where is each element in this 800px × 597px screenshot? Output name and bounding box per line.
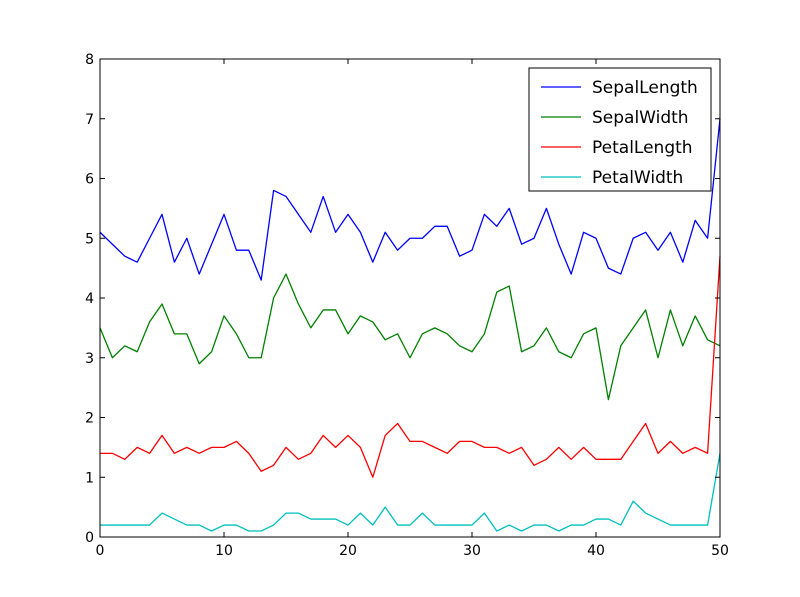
series-line-2 bbox=[100, 256, 721, 478]
y-tick-label: 4 bbox=[85, 291, 94, 307]
plot-lines bbox=[99, 118, 721, 532]
series-line-1 bbox=[99, 273, 721, 401]
y-tick-label: 5 bbox=[85, 231, 94, 247]
legend-box bbox=[528, 67, 712, 192]
x-tick-label: 0 bbox=[96, 543, 105, 559]
legend-label: SepalWidth bbox=[592, 108, 689, 128]
y-tick-label: 3 bbox=[85, 351, 94, 367]
x-tick-label: 10 bbox=[215, 543, 233, 559]
legend-label: PetalWidth bbox=[592, 168, 683, 188]
x-tick-label: 30 bbox=[463, 543, 481, 559]
legend-label: PetalLength bbox=[592, 138, 693, 158]
axis-ticks: 0 10 20 30 40 50 0 1 2 3 4 5 6 7 8 bbox=[85, 52, 729, 559]
y-tick-label: 8 bbox=[85, 52, 94, 68]
series-line-3 bbox=[100, 453, 721, 532]
legend-label: SepalLength bbox=[592, 78, 698, 98]
y-tick-label: 1 bbox=[85, 470, 94, 486]
x-tick-label: 20 bbox=[339, 543, 357, 559]
y-tick-label: 2 bbox=[85, 411, 94, 427]
x-tick-label: 50 bbox=[711, 543, 729, 559]
y-tick-label: 6 bbox=[85, 172, 94, 188]
y-tick-label: 7 bbox=[85, 112, 94, 128]
x-tick-label: 40 bbox=[587, 543, 605, 559]
legend: SepalLength SepalWidth PetalLength PetalWid… bbox=[528, 67, 712, 192]
series-line-0 bbox=[99, 118, 721, 281]
y-tick-label: 0 bbox=[85, 530, 94, 546]
